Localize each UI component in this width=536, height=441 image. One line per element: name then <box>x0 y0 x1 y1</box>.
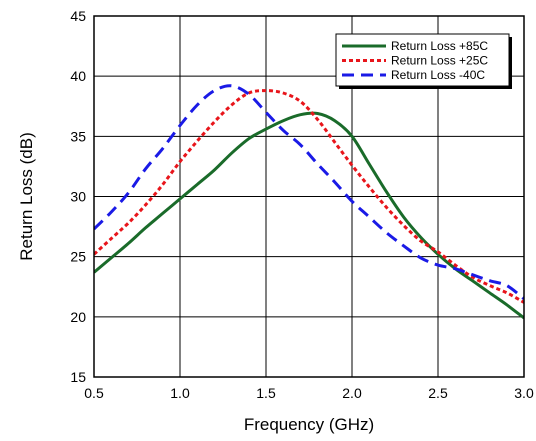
y-tick-label: 40 <box>70 68 86 84</box>
x-axis-title: Frequency (GHz) <box>244 415 374 434</box>
y-axis-title: Return Loss (dB) <box>17 132 36 261</box>
legend-label: Return Loss -40C <box>391 68 485 82</box>
x-tick-label: 2.5 <box>428 385 448 401</box>
plot-frame <box>93 15 525 378</box>
y-tick-label: 35 <box>70 128 86 144</box>
y-tick-label: 25 <box>70 249 86 265</box>
x-tick-label: 3.0 <box>514 385 534 401</box>
y-tick-label: 15 <box>70 369 86 385</box>
series-line-2 <box>94 89 524 304</box>
y-tick-label: 45 <box>70 8 86 24</box>
x-tick-label: 1.0 <box>170 385 190 401</box>
y-tick-label: 20 <box>70 309 86 325</box>
x-tick-labels: 0.5 1.0 1.5 2.0 2.5 3.0 <box>84 385 534 401</box>
series-line-1 <box>94 111 524 320</box>
x-tick-label: 2.0 <box>342 385 362 401</box>
series-line-3 <box>94 84 524 300</box>
legend-label: Return Loss +25C <box>391 54 488 68</box>
y-tick-label: 30 <box>70 189 86 205</box>
legend-label: Return Loss +85C <box>391 39 488 53</box>
x-tick-label: 0.5 <box>84 385 104 401</box>
plot-lines <box>94 84 524 320</box>
y-tick-labels: 15 20 25 30 35 40 45 <box>70 8 86 385</box>
x-tick-label: 1.5 <box>256 385 276 401</box>
